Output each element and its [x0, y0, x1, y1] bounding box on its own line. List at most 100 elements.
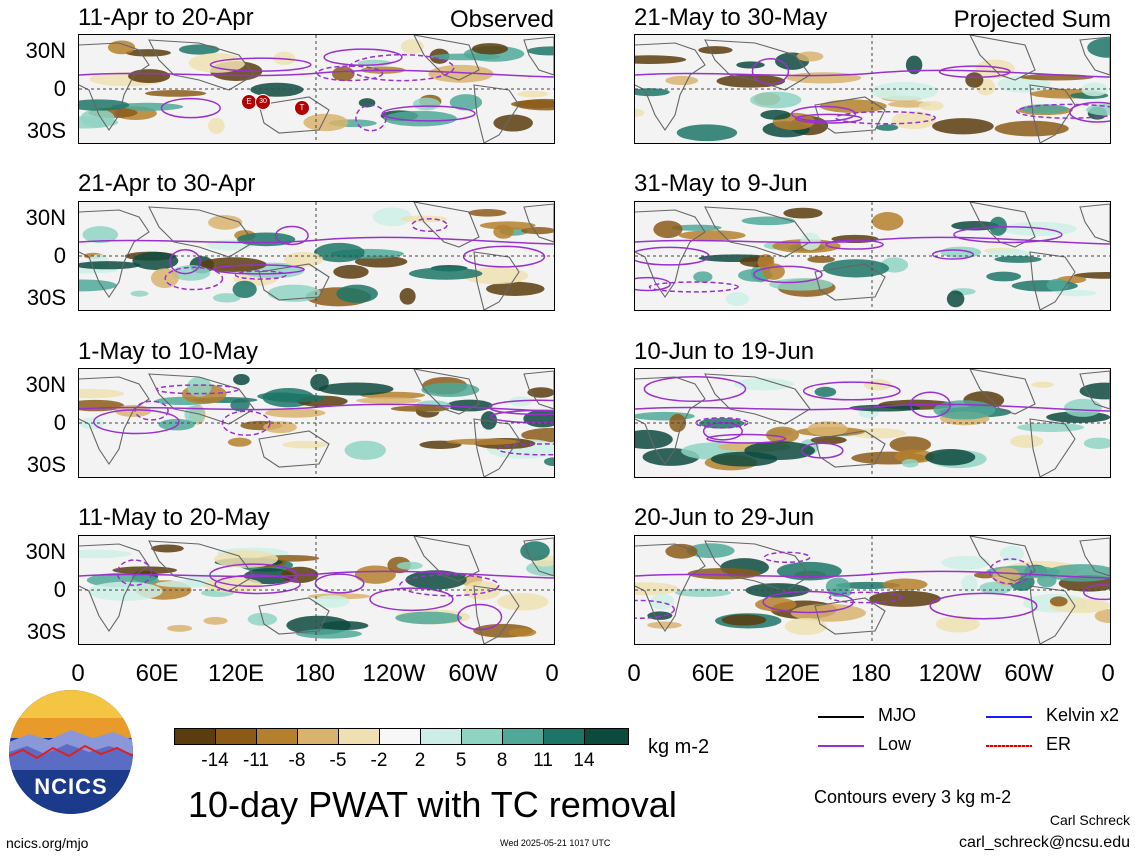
low-contour	[164, 266, 224, 291]
low-contour	[802, 381, 901, 401]
lat-label-eq: 0	[53, 76, 66, 101]
panel-title: 21-Apr to 30-Apr	[78, 170, 256, 197]
map-panel	[634, 34, 1111, 144]
australia-outline	[258, 96, 330, 134]
north-america-outline	[413, 35, 480, 81]
australia-outline	[814, 597, 886, 635]
anomaly-blob	[320, 621, 369, 631]
anomaly-blob	[999, 545, 1025, 562]
pwat-map	[79, 536, 554, 644]
low-contour	[169, 248, 202, 275]
cbar-swatch	[420, 728, 465, 745]
low-contour	[348, 53, 455, 82]
anomaly-blob	[760, 109, 791, 120]
map-panel	[78, 368, 555, 478]
low-contour	[323, 48, 403, 67]
anomaly-blob	[107, 40, 136, 55]
anomaly-blob	[986, 271, 1022, 282]
observed-label: Observed	[449, 6, 554, 33]
anomaly-blob	[635, 88, 670, 97]
south-america-outline	[1029, 418, 1076, 477]
asia-outline	[148, 39, 255, 91]
cbar-label: -14	[201, 750, 229, 771]
cbar-label: 14	[573, 750, 595, 771]
continents	[635, 536, 1110, 644]
anomaly-blob	[468, 209, 507, 217]
anomaly-blob	[333, 264, 369, 279]
anomaly-blob	[741, 216, 795, 226]
anomaly-blob	[230, 398, 250, 412]
north-america-outline	[969, 369, 1036, 415]
anomaly-blob	[233, 373, 250, 386]
anomaly-blob	[1031, 381, 1054, 388]
south-america-outline	[473, 585, 520, 644]
anomaly-blob	[208, 117, 225, 134]
panel-title: 11-Apr to 20-Apr	[78, 4, 254, 31]
panel-title: 20-Jun to 29-Jun	[634, 504, 815, 531]
cbar-swatch	[379, 728, 424, 745]
anomaly-blob	[344, 440, 387, 460]
africa-outline	[635, 543, 706, 632]
anomaly-blob	[493, 114, 533, 132]
low-contour	[835, 110, 936, 125]
legend-label-mjo: MJO	[878, 705, 916, 725]
low-contour	[488, 399, 554, 416]
anomaly-blob	[807, 255, 835, 263]
cbar-label: -2	[370, 750, 388, 771]
anomaly-blob	[188, 53, 246, 73]
anomaly-blob	[336, 284, 378, 303]
asia-outline	[704, 206, 811, 258]
anomaly-blob	[79, 279, 117, 292]
anomaly-blob	[650, 593, 675, 610]
anomaly-blob	[208, 215, 243, 230]
anomaly-blob	[678, 230, 746, 241]
lat-label-eq: 0	[53, 243, 66, 268]
africa-outline	[635, 376, 706, 465]
anomaly-blob	[814, 386, 837, 398]
anomaly-blob	[975, 59, 1015, 79]
anomaly-blob	[858, 409, 879, 418]
panel-title: 31-May to 9-Jun	[634, 170, 808, 197]
north-america-outline	[969, 35, 1036, 81]
tc-marker: T	[294, 100, 310, 116]
anomaly-blob	[383, 110, 457, 127]
low-contour	[234, 270, 287, 280]
anomaly-blob	[79, 99, 130, 111]
legend-line-low	[818, 745, 864, 747]
cbar-label: -11	[242, 750, 270, 771]
anomaly-blob	[480, 411, 498, 430]
anomaly-blob	[144, 90, 207, 97]
anomaly-blob	[933, 400, 996, 420]
low-contour	[212, 264, 305, 275]
cbar-label: 8	[496, 750, 508, 771]
low-contour	[762, 590, 855, 614]
continents	[79, 536, 554, 644]
low-contour	[1016, 103, 1110, 119]
pwat-map	[79, 369, 554, 477]
anomaly-blob	[716, 74, 786, 88]
anomaly-blob	[214, 550, 279, 568]
low-contour	[355, 104, 387, 132]
anomaly-blob	[1046, 278, 1069, 292]
low-contours	[751, 58, 1110, 125]
low-contour	[399, 574, 500, 597]
anomaly-blob	[471, 43, 509, 55]
email-link[interactable]: carl_schreck@ncsu.edu	[959, 834, 1130, 851]
anomaly-blob	[303, 113, 349, 132]
website-link[interactable]: ncics.org/mjo	[6, 835, 89, 851]
anomaly-blob	[863, 379, 892, 391]
anomaly-blob	[314, 242, 365, 263]
africa-outline	[79, 376, 150, 465]
anomaly-blob	[87, 581, 163, 601]
low-contour	[369, 587, 454, 612]
anomaly-blob	[408, 267, 483, 280]
low-contour	[462, 245, 546, 268]
low-contours	[116, 559, 503, 631]
south-america-outline	[473, 418, 520, 477]
anomaly-blob	[676, 124, 738, 142]
anomaly-blob	[111, 102, 184, 111]
australia-outline	[814, 430, 886, 468]
map-panel	[78, 201, 555, 311]
anomaly-blob	[428, 64, 494, 83]
anomaly-blob	[721, 614, 767, 626]
